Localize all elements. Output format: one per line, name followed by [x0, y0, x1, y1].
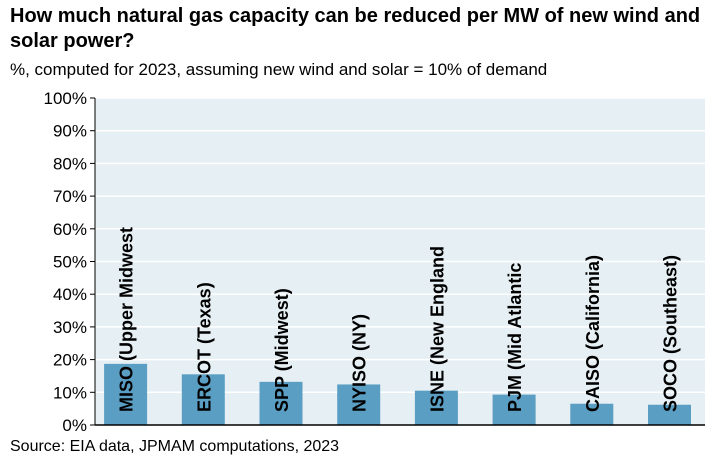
bar [104, 363, 148, 425]
category-label: SOCO (Southeast) [661, 255, 681, 412]
chart-title: How much natural gas capacity can be red… [10, 5, 701, 52]
bar [181, 374, 225, 425]
category-label: MISO (Upper Midwest [117, 227, 137, 412]
bar [259, 381, 303, 425]
y-tick-label: 20% [53, 351, 87, 370]
y-tick-label: 50% [53, 253, 87, 272]
y-tick-label: 90% [53, 122, 87, 141]
category-label: PJM (Mid Atlantic [505, 263, 525, 412]
category-label: ISNE (New England [427, 246, 447, 412]
y-tick-label: 10% [53, 383, 87, 402]
y-tick-label: 60% [53, 220, 87, 239]
bar [414, 390, 458, 425]
chart-source: Source: EIA data, JPMAM computations, 20… [10, 438, 340, 455]
bar [492, 394, 536, 425]
y-tick-label: 70% [53, 187, 87, 206]
category-label: ERCOT (Texas) [194, 282, 214, 412]
y-tick-label: 30% [53, 318, 87, 337]
y-tick-label: 0% [62, 416, 87, 435]
chart-subtitle: %, computed for 2023, assuming new wind … [10, 60, 548, 79]
y-tick-label: 40% [53, 285, 87, 304]
category-label: CAISO (California) [583, 255, 603, 412]
bar [570, 403, 614, 425]
category-label: SPP (Midwest) [272, 288, 292, 412]
bar [648, 404, 691, 425]
category-label: NYISO (NY) [350, 314, 370, 412]
bar [337, 384, 381, 425]
y-tick-label: 100% [44, 89, 87, 108]
y-tick-label: 80% [53, 154, 87, 173]
